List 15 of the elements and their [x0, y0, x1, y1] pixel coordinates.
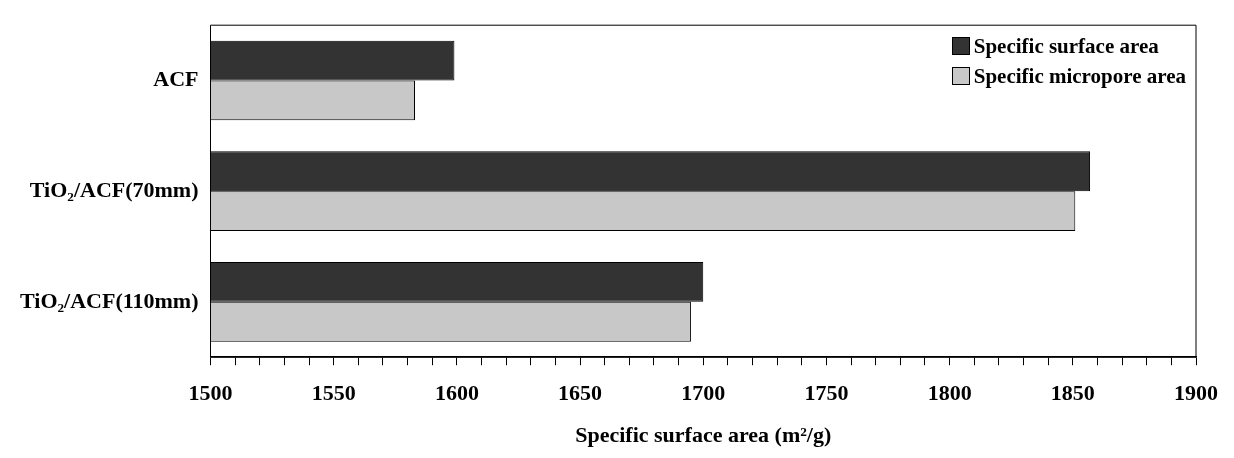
- y-tick-label: ACF: [153, 66, 199, 92]
- x-tick-label: 1900: [1174, 380, 1218, 406]
- x-tick-label: 1650: [558, 380, 603, 406]
- x-axis-title: Specific surface area (m²/g): [575, 422, 832, 448]
- x-tick-label: 1700: [681, 380, 726, 406]
- x-tick-label: 1800: [927, 380, 972, 406]
- y-tick-label: TiO₂/ACF(70mm): [29, 176, 199, 202]
- x-tick-label: 1550: [311, 380, 356, 406]
- x-tick-label: 1500: [188, 380, 233, 406]
- x-tick-label: 1750: [804, 380, 849, 406]
- legend-label: Specific surface area: [973, 33, 1159, 59]
- x-tick-label: 1850: [1050, 380, 1095, 406]
- y-tick-label: TiO₂/ACF(110mm): [20, 287, 199, 313]
- x-tick-label: 1600: [434, 380, 479, 406]
- legend-label: Specific micropore area: [973, 63, 1186, 89]
